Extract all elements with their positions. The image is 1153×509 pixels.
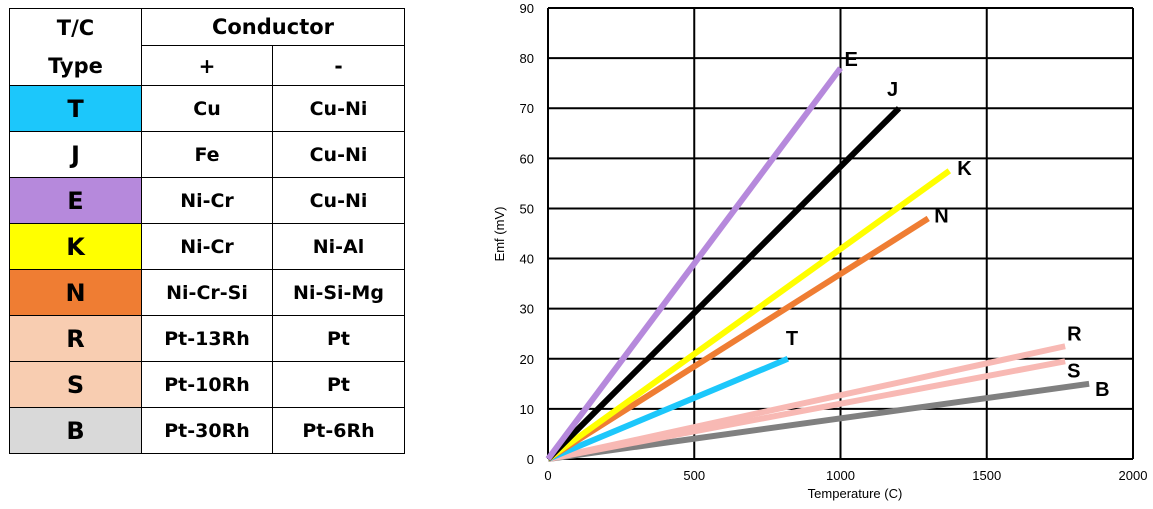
type-cell: R <box>9 315 142 362</box>
series-line-r <box>547 343 1066 462</box>
plus-conductor-cell: Cu <box>141 85 273 132</box>
plus-conductor-cell: Pt-10Rh <box>141 361 273 408</box>
chart-line-labels: E J K N T RSB <box>786 49 1110 401</box>
header-conductor: Conductor <box>141 7 405 47</box>
type-cell: J <box>9 131 142 178</box>
series-label-t: T <box>786 328 798 350</box>
series-label-k: K <box>957 158 972 180</box>
series-line-b <box>547 380 1090 462</box>
series-line-t <box>546 356 790 462</box>
series-label-r: R <box>1067 323 1082 345</box>
y-axis-label: Emf (mV) <box>492 207 507 262</box>
header-type-label: Type <box>48 54 103 78</box>
y-tick-label: 30 <box>520 302 534 317</box>
y-tick-label: 60 <box>520 151 534 166</box>
plus-conductor-cell: Ni-Cr <box>141 177 273 224</box>
header-tc-type: T/C Type <box>9 8 142 86</box>
emf-temperature-chart: 0 10 20 30 40 50 60 70 80 90 0 500 1000 1500 2000 E J K N… <box>492 1 1148 501</box>
x-tick-label: 500 <box>683 468 705 483</box>
x-axis-label: Temperature (C) <box>808 486 903 501</box>
table-row: N Ni-Cr-Si Ni-Si-Mg <box>9 269 405 316</box>
series-label-e: E <box>845 49 858 71</box>
table-row: S Pt-10Rh Pt <box>9 361 405 408</box>
table-row: K Ni-Cr Ni-Al <box>9 223 405 270</box>
table-row: E Ni-Cr Cu-Ni <box>9 177 405 224</box>
header-plus: + <box>141 45 273 86</box>
thermocouple-table: T/C Type Conductor + - T Cu Cu-Ni J Fe C… <box>9 7 405 454</box>
y-tick-label: 0 <box>527 452 534 467</box>
header-minus: - <box>272 45 405 86</box>
y-tick-label: 70 <box>520 101 534 116</box>
x-tick-label: 1500 <box>972 468 1001 483</box>
table-row: J Fe Cu-Ni <box>9 131 405 178</box>
plus-conductor-cell: Ni-Cr <box>141 223 273 270</box>
y-tick-label: 20 <box>520 352 534 367</box>
minus-conductor-cell: Cu-Ni <box>272 131 405 178</box>
x-tick-label: 2000 <box>1119 468 1148 483</box>
y-tick-label: 40 <box>520 252 534 267</box>
minus-conductor-cell: Cu-Ni <box>272 177 405 224</box>
table-row: B Pt-30Rh Pt-6Rh <box>9 407 405 454</box>
table-row: T Cu Cu-Ni <box>9 85 405 132</box>
plus-conductor-cell: Ni-Cr-Si <box>141 269 273 316</box>
plus-conductor-cell: Pt-13Rh <box>141 315 273 362</box>
type-cell: T <box>9 85 142 132</box>
type-cell: K <box>9 223 142 270</box>
chart-ticks: 0 10 20 30 40 50 60 70 80 90 0 500 1000 1500 2000 <box>520 1 1148 483</box>
series-label-n: N <box>934 205 948 227</box>
plus-conductor-cell: Pt-30Rh <box>141 407 273 454</box>
type-cell: S <box>9 361 142 408</box>
series-label-b: B <box>1095 379 1109 401</box>
header-tc-label: T/C <box>56 16 95 40</box>
series-line-j <box>545 106 902 462</box>
chart-series <box>545 66 1090 462</box>
series-line-n <box>546 215 930 462</box>
plus-conductor-cell: Fe <box>141 131 273 178</box>
y-tick-label: 50 <box>520 201 534 216</box>
minus-conductor-cell: Pt-6Rh <box>272 407 405 454</box>
series-line-e <box>545 66 843 461</box>
chart-grid <box>547 7 1134 460</box>
series-label-s: S <box>1067 360 1080 382</box>
minus-conductor-cell: Cu-Ni <box>272 85 405 132</box>
type-cell: E <box>9 177 142 224</box>
minus-conductor-cell: Ni-Al <box>272 223 405 270</box>
type-cell: N <box>9 269 142 316</box>
minus-conductor-cell: Pt <box>272 361 405 408</box>
series-label-j: J <box>887 79 898 101</box>
y-tick-label: 10 <box>520 402 534 417</box>
minus-conductor-cell: Ni-Si-Mg <box>272 269 405 316</box>
minus-conductor-cell: Pt <box>272 315 405 362</box>
type-cell: B <box>9 407 142 454</box>
y-tick-label: 90 <box>520 1 534 16</box>
x-tick-label: 1000 <box>826 468 855 483</box>
x-tick-label: 0 <box>544 468 551 483</box>
y-tick-label: 80 <box>520 51 534 66</box>
table-row: R Pt-13Rh Pt <box>9 315 405 362</box>
series-line-k <box>546 168 952 462</box>
